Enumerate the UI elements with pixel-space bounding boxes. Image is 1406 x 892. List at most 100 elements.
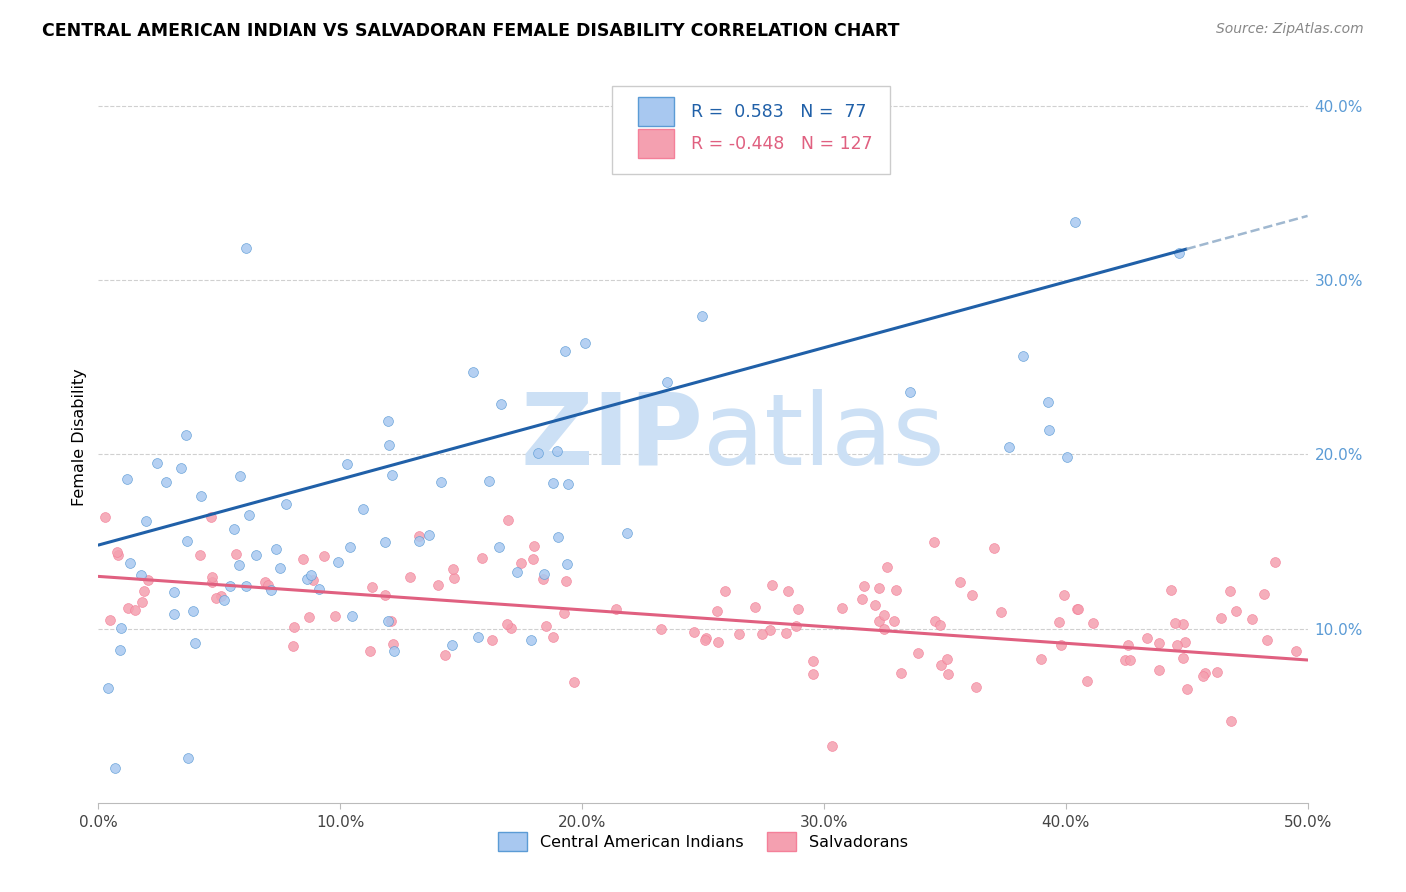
- Point: [1066, 602, 1088, 616]
- Point: [132, 583, 155, 598]
- Point: [801, 654, 824, 668]
- Point: [1160, 582, 1182, 597]
- Point: [868, 581, 890, 595]
- Point: [378, 438, 401, 452]
- Point: [531, 572, 554, 586]
- Point: [433, 648, 456, 663]
- Point: [775, 625, 797, 640]
- Point: [184, 636, 207, 650]
- Point: [751, 626, 773, 640]
- Point: [948, 574, 970, 589]
- Point: [201, 569, 224, 583]
- Point: [253, 574, 276, 589]
- Text: ZIP: ZIP: [520, 389, 703, 485]
- Point: [873, 608, 896, 623]
- Point: [299, 568, 322, 582]
- Point: [181, 604, 204, 618]
- Point: [506, 566, 529, 580]
- Point: [478, 474, 501, 488]
- Point: [224, 523, 246, 537]
- Point: [523, 540, 546, 554]
- Point: [146, 456, 169, 470]
- Point: [924, 614, 946, 628]
- Point: [541, 630, 564, 644]
- Point: [212, 592, 235, 607]
- Point: [496, 617, 519, 632]
- Point: [863, 599, 886, 613]
- Point: [650, 622, 672, 636]
- Point: [1114, 653, 1136, 667]
- Point: [509, 556, 531, 570]
- Point: [463, 365, 485, 379]
- Point: [776, 584, 799, 599]
- Point: [489, 397, 512, 411]
- Point: [129, 567, 152, 582]
- Point: [481, 632, 503, 647]
- Point: [260, 583, 283, 598]
- Point: [107, 548, 129, 562]
- Point: [898, 384, 921, 399]
- Point: [1049, 639, 1071, 653]
- Point: [657, 375, 679, 389]
- Point: [868, 614, 890, 628]
- Point: [998, 440, 1021, 454]
- Point: [326, 555, 349, 569]
- Point: [1220, 714, 1243, 728]
- Point: [377, 614, 399, 628]
- Point: [374, 588, 396, 602]
- Point: [1053, 588, 1076, 602]
- Point: [359, 643, 381, 657]
- Point: [890, 665, 912, 680]
- Point: [235, 579, 257, 593]
- Point: [163, 585, 186, 599]
- Point: [323, 608, 346, 623]
- Point: [886, 583, 908, 598]
- Point: [98, 613, 121, 627]
- Point: [929, 618, 952, 632]
- Point: [936, 651, 959, 665]
- Point: [131, 595, 153, 609]
- Point: [225, 547, 247, 561]
- Point: [555, 574, 578, 588]
- Point: [520, 633, 543, 648]
- Legend: Central American Indians, Salvadorans: Central American Indians, Salvadorans: [492, 826, 914, 857]
- Point: [1076, 673, 1098, 688]
- Point: [245, 548, 267, 562]
- Point: [110, 622, 132, 636]
- Point: [312, 549, 335, 564]
- Point: [936, 666, 959, 681]
- Point: [188, 549, 211, 563]
- Point: [264, 541, 287, 556]
- Point: [1038, 423, 1060, 437]
- Point: [256, 578, 278, 592]
- Point: [1056, 450, 1078, 465]
- Point: [97, 681, 120, 695]
- Point: [727, 626, 749, 640]
- Point: [1194, 666, 1216, 681]
- Point: [426, 577, 449, 591]
- Point: [1264, 555, 1286, 569]
- Point: [238, 508, 260, 523]
- Point: [297, 572, 319, 586]
- Point: [1174, 635, 1197, 649]
- Point: [852, 579, 875, 593]
- Point: [471, 551, 494, 566]
- Point: [281, 639, 304, 653]
- Text: atlas: atlas: [703, 389, 945, 485]
- Point: [93, 509, 115, 524]
- Point: [1081, 615, 1104, 630]
- Point: [553, 607, 575, 621]
- Point: [228, 469, 250, 483]
- Point: [339, 540, 361, 554]
- Point: [554, 344, 576, 359]
- Point: [190, 489, 212, 503]
- Point: [1149, 636, 1171, 650]
- Point: [831, 601, 853, 615]
- Point: [441, 561, 464, 575]
- Point: [1253, 587, 1275, 601]
- Point: [155, 475, 177, 489]
- Point: [124, 603, 146, 617]
- Point: [983, 541, 1005, 555]
- Point: [547, 530, 569, 544]
- Point: [115, 472, 138, 486]
